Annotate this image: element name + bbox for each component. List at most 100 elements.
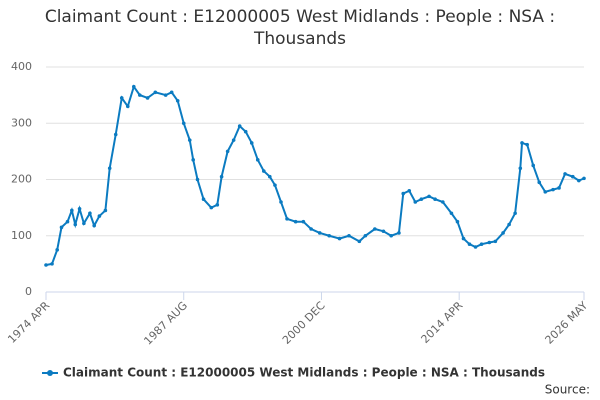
point: [243, 129, 248, 134]
point: [163, 93, 168, 97]
point: [285, 217, 289, 221]
point: [493, 239, 498, 244]
source: Source:: [545, 383, 590, 397]
point: [373, 227, 377, 231]
point: [518, 166, 523, 171]
point: [455, 219, 460, 224]
point: [169, 90, 174, 95]
chart-title: Claimant Count : E12000005 West Midlands…: [44, 7, 556, 49]
point: [138, 93, 142, 97]
point: [401, 191, 406, 196]
point: [279, 200, 283, 204]
point: [44, 263, 48, 267]
point: [563, 172, 567, 176]
point: [397, 231, 401, 235]
point: [419, 197, 424, 201]
point: [301, 219, 306, 224]
point: [125, 104, 130, 109]
point: [531, 163, 536, 168]
point: [187, 138, 192, 142]
point: [175, 98, 180, 103]
point: [107, 166, 112, 171]
point: [441, 200, 445, 204]
point: [357, 239, 362, 244]
point: [215, 203, 220, 207]
point: [520, 141, 524, 145]
point: [293, 219, 298, 224]
point: [55, 248, 59, 252]
line: [45, 84, 585, 266]
point: [461, 236, 466, 241]
point: [449, 211, 454, 216]
point: [88, 211, 92, 216]
x-tick-label: 2026 MAY: [543, 299, 591, 347]
point: [407, 188, 412, 193]
point: [73, 222, 78, 227]
point: [582, 176, 586, 181]
point: [225, 149, 230, 154]
point: [273, 183, 277, 187]
x-tick-label: 2014 APR: [419, 299, 466, 346]
point: [209, 205, 214, 210]
point: [249, 141, 254, 145]
x-tick-label: 1974 APR: [5, 299, 52, 346]
y-tick-label: 300: [11, 116, 32, 129]
y-tick-label: 400: [11, 60, 32, 73]
point: [427, 194, 431, 199]
point: [195, 177, 200, 182]
point: [513, 211, 517, 216]
x-tick-label: 1987 AUG: [141, 299, 190, 348]
point: [145, 96, 150, 100]
point: [132, 84, 136, 89]
y-tick-label: 200: [11, 173, 32, 186]
point: [153, 90, 158, 95]
point: [571, 174, 575, 179]
point: [543, 190, 548, 194]
legend-label: Claimant Count : E12000005 West Midlands…: [63, 366, 545, 380]
point: [467, 242, 472, 246]
point: [327, 233, 332, 238]
point: [255, 158, 260, 162]
point: [50, 262, 54, 266]
legend-marker: [47, 370, 53, 376]
point: [92, 223, 97, 228]
point: [557, 186, 561, 190]
point: [70, 208, 74, 213]
point: [261, 169, 266, 173]
point: [119, 96, 124, 100]
point: [231, 138, 236, 142]
point: [413, 200, 418, 204]
point: [525, 142, 529, 147]
point: [268, 174, 272, 179]
point: [82, 221, 86, 226]
point: [473, 245, 478, 249]
point: [191, 158, 195, 162]
point: [181, 121, 186, 126]
point: [363, 233, 368, 238]
point: [381, 229, 386, 234]
point: [577, 178, 581, 183]
point: [219, 174, 224, 179]
point: [389, 233, 393, 238]
point: [237, 124, 242, 128]
point: [433, 197, 437, 201]
point: [487, 240, 492, 245]
point: [113, 132, 118, 137]
point: [337, 236, 342, 241]
point: [77, 206, 82, 211]
point: [103, 208, 108, 213]
point: [501, 231, 505, 235]
point: [507, 222, 511, 227]
point: [201, 197, 206, 201]
y-tick-label: 0: [25, 285, 32, 298]
x-tick-label: 2000 DEC: [280, 299, 328, 347]
y-tick-label: 100: [11, 229, 32, 242]
point: [551, 187, 555, 192]
point: [59, 225, 64, 230]
point: [309, 227, 313, 231]
point: [479, 242, 484, 246]
point: [97, 214, 102, 218]
point: [537, 180, 542, 185]
